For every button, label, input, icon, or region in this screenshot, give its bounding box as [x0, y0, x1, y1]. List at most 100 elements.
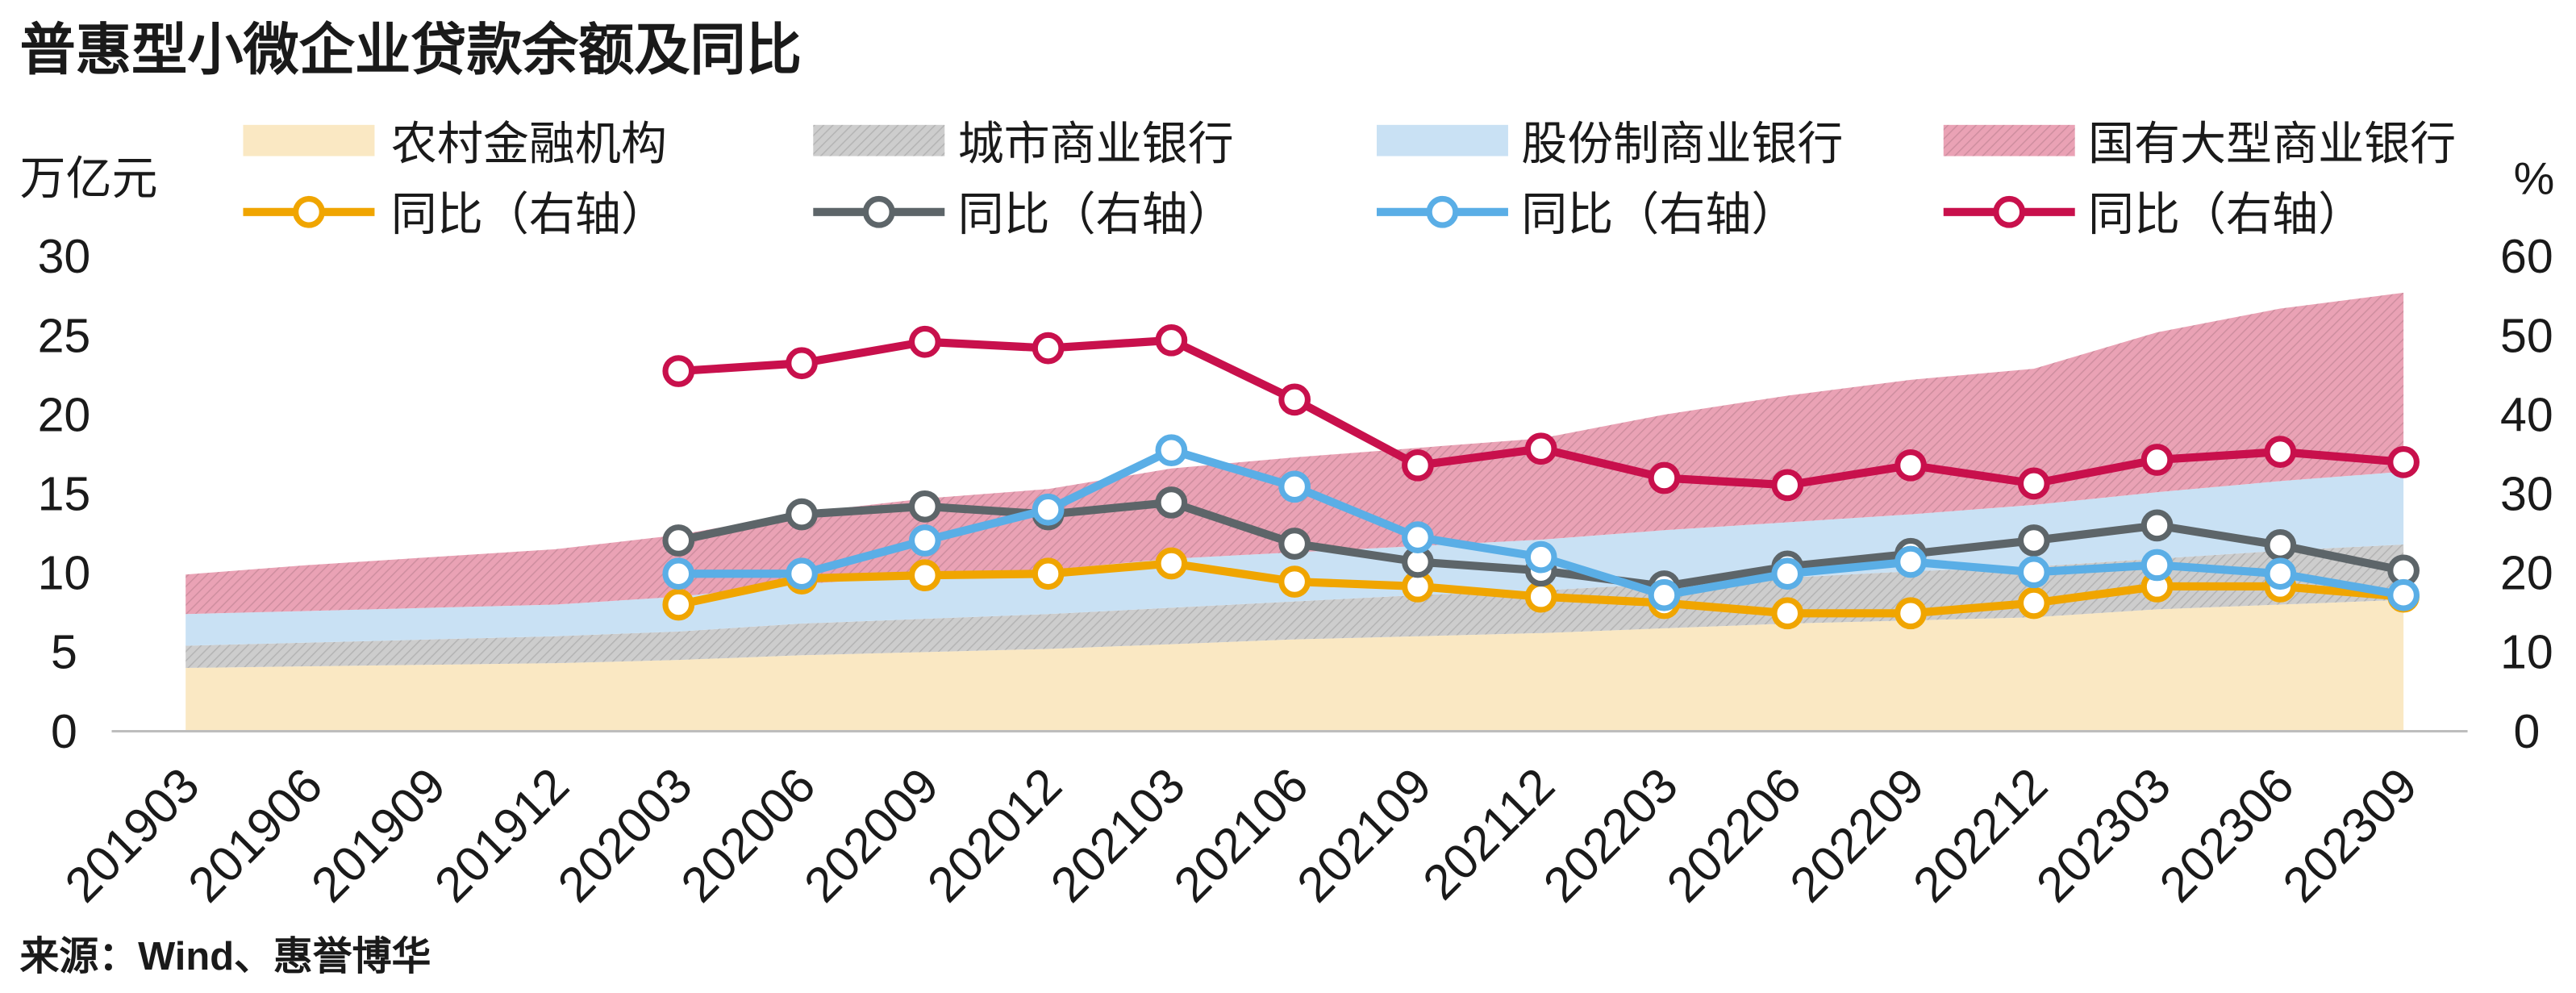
point-city-yoy — [662, 524, 695, 557]
point-city-yoy — [908, 490, 941, 523]
point-rural-yoy — [1278, 565, 1311, 598]
y-tick-label-left: 0 — [51, 705, 77, 758]
x-tick-label: 202209 — [1779, 757, 1934, 912]
point-rural-yoy — [2017, 586, 2050, 620]
point-city-yoy — [1278, 528, 1311, 560]
point-joint-stock-yoy — [662, 557, 695, 590]
x-tick-label: 201906 — [177, 757, 332, 912]
legend-marker-rural-yoy — [293, 195, 325, 228]
y-axis-label-right: % — [2514, 152, 2555, 204]
y-tick-label-left: 15 — [38, 468, 91, 521]
point-joint-stock-yoy — [786, 557, 818, 590]
point-joint-stock-yoy — [1524, 540, 1557, 574]
x-tick-label: 202106 — [1163, 757, 1318, 912]
x-tick-label: 202006 — [670, 757, 825, 912]
point-joint-stock-yoy — [2387, 578, 2420, 611]
point-rural-yoy — [1524, 580, 1557, 613]
point-joint-stock-yoy — [1894, 545, 1927, 578]
point-state-owned-yoy — [2387, 446, 2420, 478]
x-tick-label: 202212 — [1903, 757, 2057, 912]
x-tick-label: 202109 — [1286, 757, 1441, 912]
point-city-yoy — [786, 498, 818, 531]
legend-item-rural-yoy: 同比（右轴） — [243, 189, 667, 240]
legend-item-joint-stock-banks: 股份制商业银行 — [1376, 119, 1843, 170]
legend-swatch-rural-financial-institutions — [243, 124, 375, 156]
point-state-owned-yoy — [1771, 469, 1804, 502]
point-city-yoy — [2017, 524, 2050, 557]
legend-label-rural-yoy: 同比（右轴） — [391, 189, 667, 240]
chart-title: 普惠型小微企业贷款余额及同比 — [19, 19, 802, 81]
y-tick-label-left: 30 — [38, 230, 91, 283]
y-axis-ticks-right: 0 10 20 30 40 50 60 — [2500, 230, 2553, 758]
point-state-owned-yoy — [1155, 323, 1188, 357]
x-tick-label: 202206 — [1657, 757, 1811, 912]
legend-label-city-yoy: 同比（右轴） — [958, 189, 1234, 240]
legend-swatch-large-state-owned-banks — [1943, 124, 2075, 156]
point-rural-yoy — [1032, 557, 1065, 590]
legend-item-city-commercial-banks: 城市商业银行 — [813, 119, 1234, 170]
point-state-owned-yoy — [1032, 332, 1065, 365]
y-tick-label-right: 10 — [2500, 626, 2553, 679]
x-tick-label: 201909 — [301, 757, 456, 912]
y-tick-label-left: 25 — [38, 309, 91, 362]
point-joint-stock-yoy — [1032, 493, 1065, 526]
area-large-state-owned-banks — [185, 292, 2404, 615]
point-joint-stock-yoy — [1648, 578, 1681, 611]
x-tick-label: 202009 — [794, 757, 948, 912]
x-tick-label: 202003 — [548, 757, 702, 912]
point-rural-yoy — [1771, 597, 1804, 630]
point-state-owned-yoy — [662, 355, 695, 387]
point-joint-stock-yoy — [1278, 470, 1311, 503]
point-state-owned-yoy — [1402, 449, 1434, 482]
series-joint-stock-yoy — [662, 434, 2420, 611]
point-joint-stock-yoy — [2140, 549, 2174, 582]
y-tick-label-left: 10 — [38, 547, 91, 600]
x-tick-label: 202112 — [1412, 757, 1565, 910]
point-joint-stock-yoy — [1771, 557, 1804, 590]
legend-item-rural-financial-institutions: 农村金融机构 — [243, 119, 667, 170]
point-state-owned-yoy — [2140, 444, 2174, 476]
legend-label-joint-stock-banks: 股份制商业银行 — [1521, 119, 1843, 170]
legend-marker-city-yoy — [862, 195, 895, 228]
line-layer — [662, 323, 2420, 630]
x-tick-label: 202203 — [1533, 757, 1688, 912]
point-state-owned-yoy — [1524, 432, 1557, 465]
x-tick-label: 202103 — [1040, 757, 1195, 912]
point-city-yoy — [2264, 529, 2297, 561]
legend-label-rural-financial-institutions: 农村金融机构 — [391, 119, 667, 170]
series-state-owned-yoy — [662, 323, 2420, 502]
point-joint-stock-yoy — [908, 524, 941, 557]
legend-marker-state-owned-yoy — [1993, 195, 2026, 228]
area-layer — [185, 292, 2404, 732]
legend-label-city-commercial-banks: 城市商业银行 — [958, 119, 1234, 170]
y-tick-label-right: 20 — [2500, 547, 2553, 600]
legend-marker-joint-stock-yoy — [1426, 195, 1459, 228]
point-joint-stock-yoy — [2017, 556, 2050, 589]
y-tick-label-left: 5 — [51, 626, 77, 679]
point-state-owned-yoy — [1894, 449, 1927, 482]
legend-label-large-state-owned-banks: 国有大型商业银行 — [2088, 119, 2456, 170]
x-tick-label: 202306 — [2149, 757, 2304, 912]
point-state-owned-yoy — [2264, 436, 2297, 468]
legend-swatch-city-commercial-banks — [813, 124, 945, 156]
y-tick-label-right: 40 — [2500, 388, 2553, 441]
legend-swatch-joint-stock-banks — [1376, 124, 1508, 156]
point-city-yoy — [2140, 509, 2174, 542]
legend-item-state-owned-yoy: 同比（右轴） — [1943, 189, 2364, 240]
legend: 农村金融机构 城市商业银行 股份制商业银行 国有大型商业银行 同比（右轴） 同比… — [243, 119, 2456, 240]
area-city-commercial-banks — [185, 544, 2404, 668]
y-tick-label-left: 20 — [38, 388, 91, 441]
x-tick-label: 202303 — [2026, 757, 2181, 912]
x-tick-label: 201912 — [424, 757, 579, 912]
legend-label-joint-stock-yoy: 同比（右轴） — [1521, 189, 1797, 240]
point-state-owned-yoy — [1648, 461, 1681, 494]
x-tick-label: 202012 — [917, 757, 1072, 912]
legend-item-city-yoy: 同比（右轴） — [813, 189, 1234, 240]
y-tick-label-right: 50 — [2500, 309, 2553, 362]
y-axis-label-left: 万亿元 — [19, 152, 157, 204]
legend-item-joint-stock-yoy: 同比（右轴） — [1376, 189, 1797, 240]
point-rural-yoy — [662, 588, 695, 621]
y-tick-label-right: 60 — [2500, 230, 2553, 283]
x-tick-label: 202309 — [2272, 757, 2427, 912]
